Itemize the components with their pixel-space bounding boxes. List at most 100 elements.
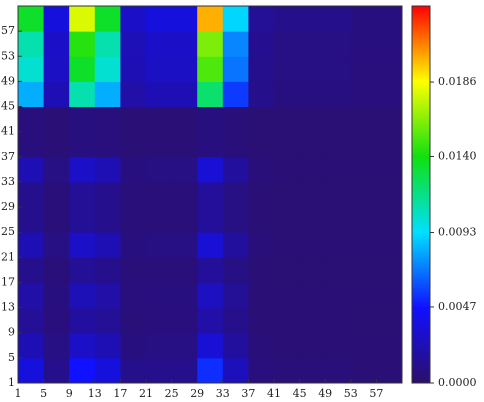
heatmap-cell xyxy=(222,156,249,183)
heatmap-cell xyxy=(325,307,352,334)
heatmap-cell xyxy=(197,81,224,108)
x-tick-label: 17 xyxy=(113,387,127,400)
heatmap-cell xyxy=(43,357,70,384)
colorbar: 0.0000 0.0047 0.0093 0.0140 0.0186 xyxy=(411,5,477,389)
heatmap-cell xyxy=(69,31,96,57)
heatmap-cell xyxy=(18,106,45,133)
heatmap-cell xyxy=(146,207,173,233)
heatmap-cell xyxy=(171,56,198,82)
heatmap-cell xyxy=(120,307,147,334)
heatmap-cell xyxy=(171,282,198,309)
heatmap-cell xyxy=(69,156,96,183)
x-tick-label: 9 xyxy=(66,387,73,400)
heatmap-cell xyxy=(171,31,198,57)
heatmap-cell xyxy=(43,332,70,359)
heatmap-cell xyxy=(299,156,326,183)
heatmap-cell xyxy=(248,307,275,334)
y-tick-label: 37 xyxy=(1,150,15,163)
heatmap-cell xyxy=(248,56,275,82)
heatmap-cell xyxy=(325,257,352,283)
heatmap-cell xyxy=(146,181,173,208)
heatmap-cell xyxy=(274,131,301,158)
heatmap-cell xyxy=(94,56,121,82)
heatmap-cell xyxy=(146,257,173,283)
heatmap-cell xyxy=(197,6,224,32)
heatmap-cell xyxy=(376,307,403,334)
heatmap-cell xyxy=(376,257,403,283)
heatmap-cell xyxy=(18,56,45,82)
y-tick-label: 41 xyxy=(1,125,15,138)
heatmap-cell xyxy=(299,232,326,258)
heatmap-cell xyxy=(69,207,96,233)
heatmap-cell xyxy=(197,106,224,133)
y-tick-label: 29 xyxy=(1,200,15,213)
heatmap-cell xyxy=(248,282,275,309)
y-tick-label: 5 xyxy=(8,351,15,364)
heatmap-cell xyxy=(350,156,377,183)
heatmap-cell xyxy=(146,131,173,158)
heatmap-cell xyxy=(274,31,301,57)
heatmap-cell xyxy=(171,332,198,359)
heatmap-cell xyxy=(350,257,377,283)
heatmap-cell xyxy=(94,207,121,233)
heatmap-cell xyxy=(350,207,377,233)
heatmap-cell xyxy=(325,56,352,82)
heatmap-cell xyxy=(376,31,403,57)
x-tick-label: 29 xyxy=(190,387,204,400)
heatmap-cell xyxy=(120,81,147,108)
heatmap-cell xyxy=(69,232,96,258)
heatmap-cell xyxy=(43,6,70,32)
heatmap-cell xyxy=(299,131,326,158)
colorbar-tick-label: 0.0093 xyxy=(438,226,477,239)
heatmap-cell xyxy=(146,357,173,384)
y-tick-label: 9 xyxy=(8,326,15,339)
heatmap-cell xyxy=(171,156,198,183)
heatmap-cell xyxy=(43,81,70,108)
heatmap-cell xyxy=(43,131,70,158)
heatmap-cell xyxy=(222,307,249,334)
heatmap-cell xyxy=(325,156,352,183)
heatmap-cell xyxy=(350,6,377,32)
heatmap-cell xyxy=(376,6,403,32)
heatmap-cell xyxy=(120,31,147,57)
x-tick-label: 21 xyxy=(139,387,153,400)
heatmap-cell xyxy=(197,282,224,309)
heatmap-cell xyxy=(222,232,249,258)
heatmap-cell xyxy=(94,232,121,258)
heatmap-cell xyxy=(18,6,45,32)
heatmap-cell xyxy=(299,56,326,82)
heatmap-cell xyxy=(197,307,224,334)
y-tick-label: 53 xyxy=(1,49,15,62)
heatmap-cell xyxy=(222,257,249,283)
heatmap-cell xyxy=(171,106,198,133)
heatmap-cell xyxy=(146,106,173,133)
heatmap-cell xyxy=(18,307,45,334)
heatmap-cell xyxy=(274,257,301,283)
heatmap-cell xyxy=(120,332,147,359)
heatmap-cell xyxy=(248,257,275,283)
heatmap-cell xyxy=(350,357,377,384)
heatmap-cell xyxy=(222,106,249,133)
heatmap-cell xyxy=(325,332,352,359)
heatmap-cell xyxy=(350,332,377,359)
heatmap-cell xyxy=(299,207,326,233)
x-tick-label: 49 xyxy=(318,387,332,400)
heatmap-cell xyxy=(197,232,224,258)
heatmap-cell xyxy=(171,131,198,158)
heatmap-cell xyxy=(94,307,121,334)
heatmap-cell xyxy=(299,31,326,57)
heatmap-cell xyxy=(248,6,275,32)
heatmap-cell xyxy=(171,357,198,384)
heatmap-cell xyxy=(376,207,403,233)
heatmap-cell xyxy=(274,307,301,334)
heatmap-cell xyxy=(222,81,249,108)
heatmap-cell xyxy=(120,131,147,158)
heatmap-cell xyxy=(69,81,96,108)
y-tick-label: 25 xyxy=(1,225,15,238)
heatmap-cell xyxy=(18,31,45,57)
heatmap-cell xyxy=(248,181,275,208)
heatmap-cell xyxy=(274,56,301,82)
heatmap-cell xyxy=(299,257,326,283)
heatmap-cell xyxy=(248,31,275,57)
